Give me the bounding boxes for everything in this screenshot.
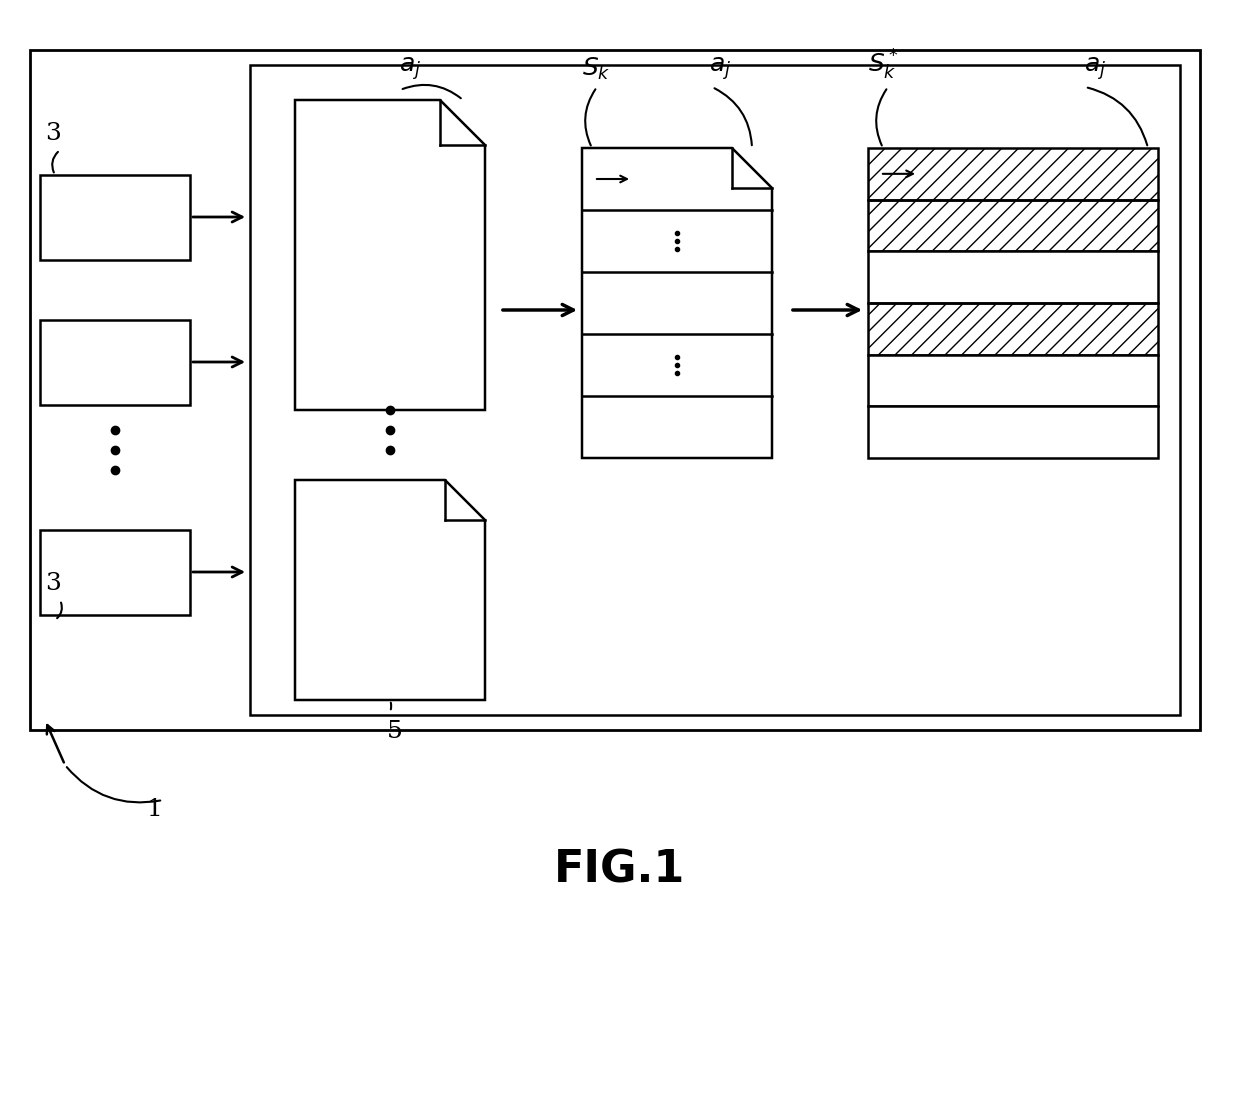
Bar (40, 320, 190, 406)
Text: $S_k^*$: $S_k^*$ (868, 47, 899, 82)
Text: $a_j$: $a_j$ (709, 55, 732, 82)
Text: FIG.1: FIG.1 (554, 848, 686, 891)
Text: 1: 1 (148, 799, 162, 821)
Text: $a_j$: $a_j$ (1084, 55, 1106, 82)
Text: $a_j$: $a_j$ (399, 55, 422, 82)
Polygon shape (868, 407, 1158, 458)
Polygon shape (868, 252, 1158, 303)
Polygon shape (295, 480, 485, 700)
Text: 3: 3 (45, 122, 61, 145)
Bar (30, 49, 1200, 730)
Text: 3: 3 (45, 571, 61, 595)
Bar (250, 65, 1180, 715)
Polygon shape (582, 148, 773, 458)
Polygon shape (868, 355, 1158, 407)
Text: $S_k$: $S_k$ (582, 56, 610, 82)
Bar (40, 530, 190, 615)
Polygon shape (295, 100, 485, 410)
Bar (40, 175, 190, 260)
Text: 5: 5 (387, 720, 403, 743)
